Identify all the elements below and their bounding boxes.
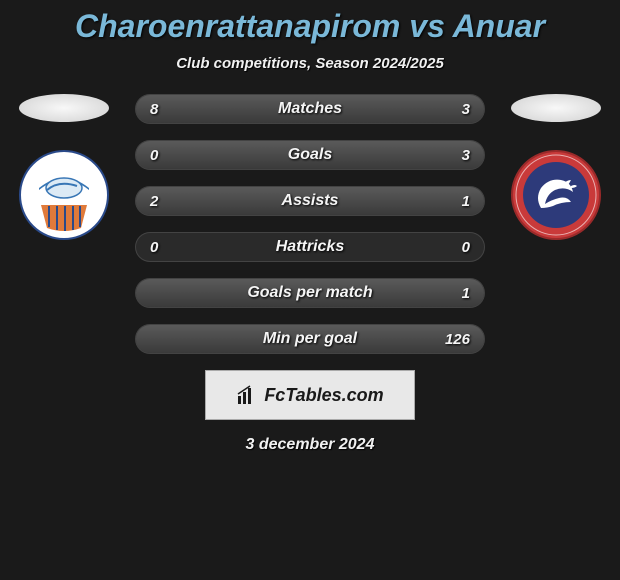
right-column <box>501 94 611 240</box>
left-team-badge <box>19 150 109 240</box>
main-row: 8Matches30Goals32Assists10Hattricks0Goal… <box>0 94 620 354</box>
left-column <box>9 94 119 240</box>
right-badge-icon <box>511 150 601 240</box>
date-line: 3 december 2024 <box>0 436 620 454</box>
widget-root: Charoenrattanapirom vs Anuar Club compet… <box>0 0 620 454</box>
stat-label: Assists <box>136 187 484 215</box>
right-player-placeholder <box>511 94 601 122</box>
stat-value-right: 0 <box>462 233 470 261</box>
stat-bar: 8Matches3 <box>135 94 485 124</box>
stat-label: Min per goal <box>136 325 484 353</box>
stats-column: 8Matches30Goals32Assists10Hattricks0Goal… <box>135 94 485 354</box>
stat-bar: Min per goal126 <box>135 324 485 354</box>
fctables-logo[interactable]: FcTables.com <box>205 370 415 420</box>
chart-icon <box>236 384 258 406</box>
stat-label: Matches <box>136 95 484 123</box>
stat-label: Goals <box>136 141 484 169</box>
stat-bar: Goals per match1 <box>135 278 485 308</box>
stat-bar: 0Hattricks0 <box>135 232 485 262</box>
stat-label: Hattricks <box>136 233 484 261</box>
stat-bar: 0Goals3 <box>135 140 485 170</box>
stat-label: Goals per match <box>136 279 484 307</box>
stat-value-right: 1 <box>462 187 470 215</box>
subtitle: Club competitions, Season 2024/2025 <box>0 55 620 72</box>
stat-value-right: 126 <box>445 325 470 353</box>
stat-bar: 2Assists1 <box>135 186 485 216</box>
stat-value-right: 3 <box>462 95 470 123</box>
right-team-badge <box>511 150 601 240</box>
left-badge-icon <box>19 150 109 240</box>
stat-value-right: 3 <box>462 141 470 169</box>
logo-text: FcTables.com <box>264 385 383 406</box>
left-player-placeholder <box>19 94 109 122</box>
stat-value-right: 1 <box>462 279 470 307</box>
page-title: Charoenrattanapirom vs Anuar <box>0 8 620 45</box>
